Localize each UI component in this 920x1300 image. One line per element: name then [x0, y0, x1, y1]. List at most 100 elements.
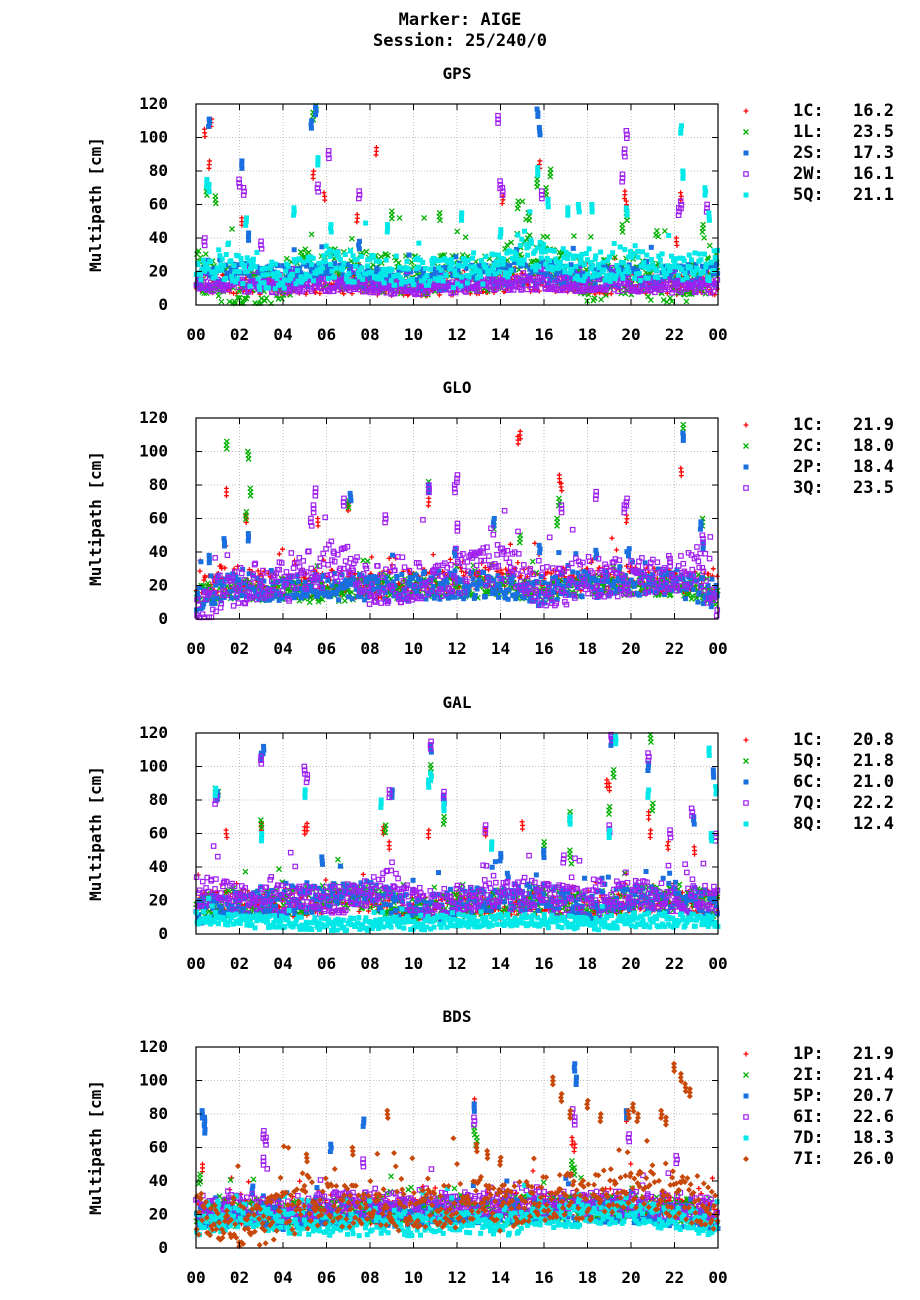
data-point [223, 493, 229, 499]
data-point [428, 266, 434, 272]
data-point [381, 280, 387, 286]
x-tick-label: 18 [578, 325, 597, 344]
data-point [680, 175, 686, 181]
data-point [245, 455, 252, 462]
data-point [315, 523, 321, 529]
data-point [508, 267, 514, 273]
data-point [440, 278, 446, 284]
data-point [234, 276, 240, 282]
data-point [513, 596, 519, 602]
x-tick-label: 12 [447, 325, 466, 344]
y-tick-label: 100 [139, 128, 168, 147]
data-point [417, 577, 423, 583]
data-point [500, 261, 506, 267]
data-point [219, 267, 225, 273]
data-point [304, 593, 310, 599]
data-point [343, 577, 349, 583]
legend-label: 1C: [793, 101, 824, 121]
data-point [699, 229, 706, 235]
data-point [394, 575, 400, 581]
data-point [570, 233, 577, 239]
x-tick-label: 16 [534, 325, 553, 344]
data-point [655, 275, 661, 281]
data-point [255, 276, 261, 282]
data-point [326, 247, 332, 253]
data-point [659, 251, 665, 257]
data-point [342, 558, 349, 564]
data-point [319, 244, 325, 250]
data-point [216, 247, 222, 253]
data-point [596, 265, 602, 271]
data-point [290, 272, 296, 278]
data-point [395, 259, 402, 266]
data-point [648, 257, 654, 263]
data-point [452, 568, 458, 574]
data-point [319, 265, 325, 271]
data-point [637, 277, 643, 283]
data-point [462, 234, 469, 241]
x-tick-label: 22 [665, 325, 684, 344]
data-point [212, 200, 219, 207]
data-point [277, 272, 283, 278]
data-point [682, 596, 688, 602]
data-point [328, 261, 334, 267]
data-point [521, 562, 527, 568]
data-point [348, 498, 354, 504]
data-point [340, 265, 346, 271]
data-point [437, 217, 443, 224]
data-point [288, 550, 295, 556]
x-tick-label: 08 [360, 325, 379, 344]
data-point [714, 573, 720, 579]
data-point [527, 209, 533, 215]
data-point [228, 258, 234, 264]
data-point [571, 253, 577, 259]
data-point [279, 295, 286, 302]
data-point [613, 547, 619, 553]
data-point [366, 601, 373, 607]
data-point [495, 262, 501, 268]
data-point [411, 282, 417, 288]
data-point [206, 189, 212, 195]
data-point [598, 296, 605, 303]
data-point [585, 271, 591, 277]
data-point [359, 265, 365, 271]
data-point [392, 282, 398, 288]
data-point [452, 594, 458, 600]
data-point [696, 251, 702, 257]
data-point [501, 507, 508, 514]
data-point [335, 249, 341, 255]
data-point [678, 465, 684, 471]
data-point [327, 253, 333, 259]
data-point [692, 250, 698, 256]
legend-marker [743, 192, 749, 198]
data-point [589, 209, 595, 215]
data-point [657, 257, 663, 263]
data-point [636, 592, 642, 598]
data-point [283, 569, 290, 575]
y-tick-label: 40 [149, 228, 168, 247]
data-point [219, 256, 225, 262]
data-point [396, 214, 403, 221]
data-point [454, 272, 460, 278]
data-point [206, 123, 212, 129]
x-tick-label: 00 [708, 325, 727, 344]
data-point [706, 217, 712, 223]
data-point [422, 265, 428, 271]
data-point [310, 278, 316, 284]
data-point [401, 564, 408, 571]
legend-item-1L: 1L: 23.5 [743, 122, 894, 142]
data-point [609, 535, 615, 541]
data-point [420, 259, 426, 265]
data-point [547, 173, 554, 180]
data-point [383, 272, 389, 278]
data-point [349, 596, 355, 602]
data-point [700, 269, 706, 275]
data-point [447, 556, 453, 562]
data-point [406, 266, 412, 272]
legend-value: 16.1 [853, 164, 894, 184]
data-point [536, 557, 542, 564]
data-point [698, 257, 704, 263]
data-point [399, 554, 406, 561]
data-point [522, 228, 528, 234]
